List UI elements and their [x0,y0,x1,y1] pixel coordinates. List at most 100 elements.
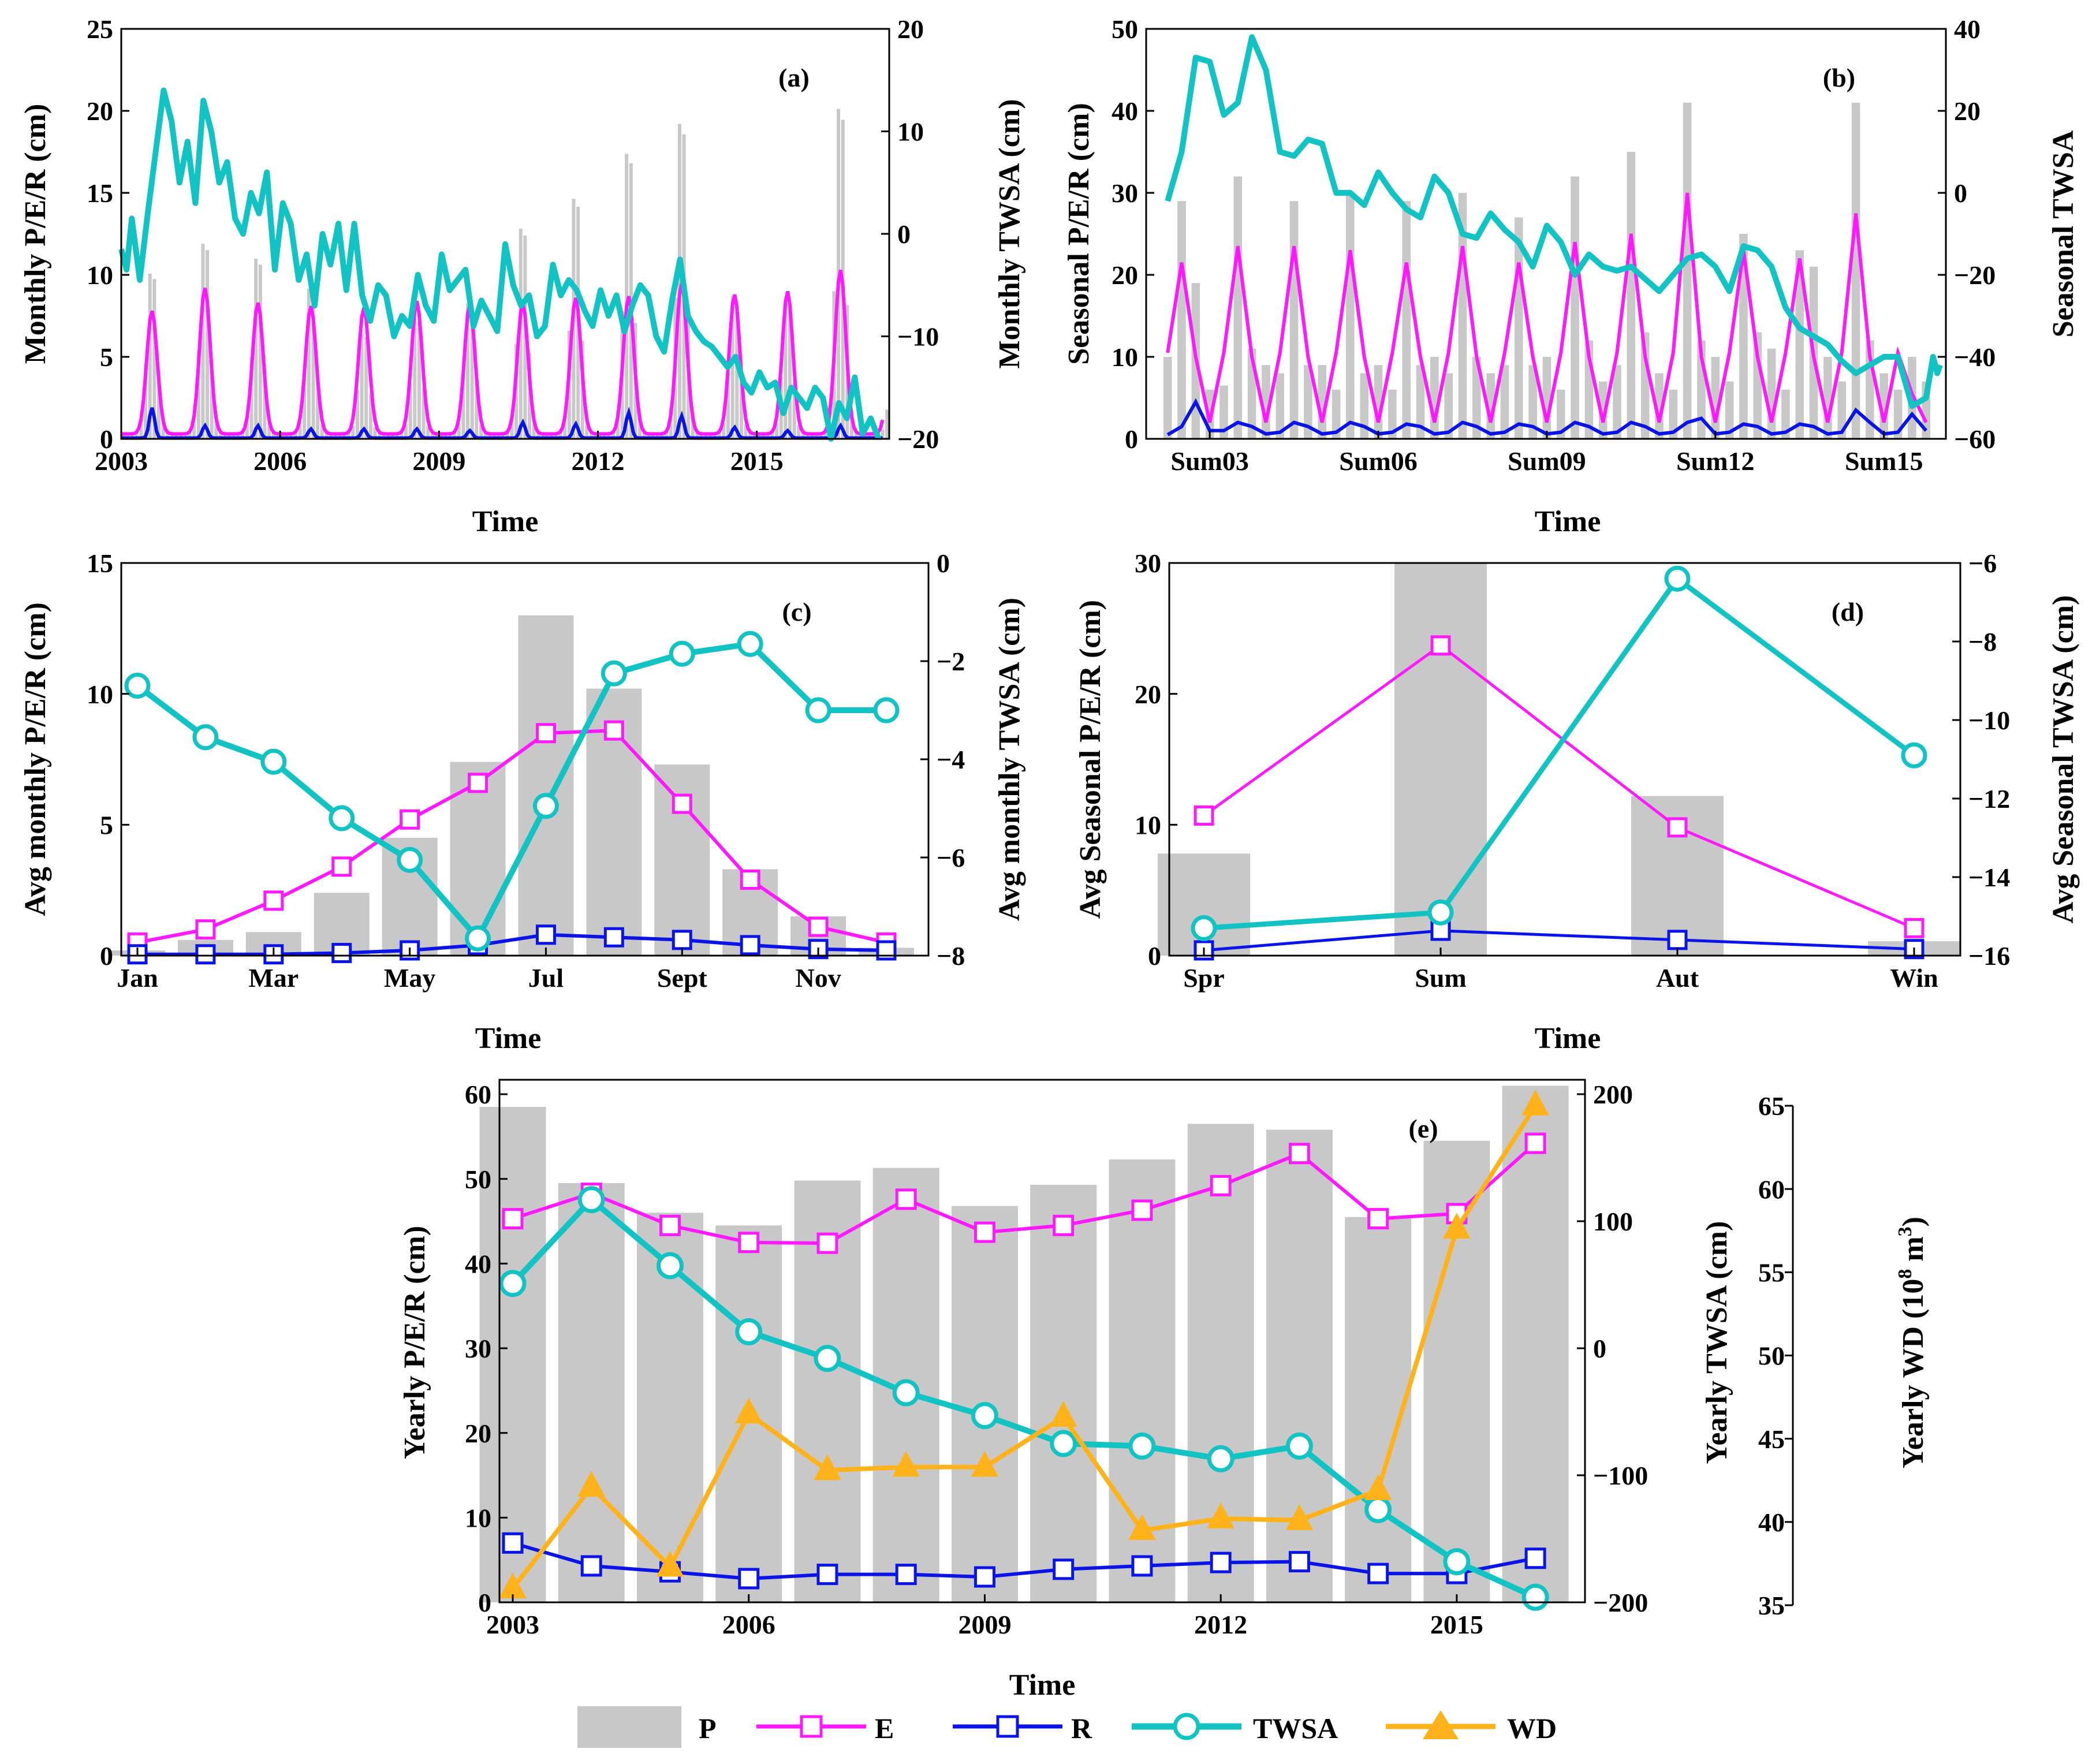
panel-a-p-bar [378,433,382,439]
panel-e-r-marker [816,1564,838,1586]
panel-b-xtick-label: Sum12 [1676,446,1754,476]
panel-c-xtick-label: Jan [117,963,158,993]
panel-c-r-line [137,933,887,956]
panel-c-xtick-label: May [384,963,435,993]
panel-c-r-marker [740,935,760,956]
panel-a-xtick-label: 2015 [730,446,784,476]
panel-a-xtick-label: 2009 [412,446,465,476]
panel-c-xtick-label: Sept [657,963,708,993]
panel-b-p-bar [1163,357,1172,439]
panel-a-p-bar [161,423,165,439]
panel-a-p-bar [271,432,275,439]
panel-a-p-bar [850,411,854,439]
panel-d-xtick-label: Win [1890,963,1938,993]
panel-c-xtick-label: Mar [248,963,299,993]
panel-c-twsa-marker [465,925,491,952]
legend-marker-R [953,1715,1062,1738]
panel-b-p-bar [1725,381,1734,439]
panel-a-xtick-label: 2003 [95,446,148,476]
panel-a-p-bar [664,432,668,439]
panel-e-y3label-end: ) [1897,1217,1930,1226]
panel-b-p-bar [1528,365,1537,439]
panel-a-y2tick-label: −20 [897,424,939,454]
panel-e-twsa-marker [1364,1496,1392,1523]
panel-e-y2tick-label: 200 [1593,1080,1633,1109]
panel-a-p-bar [730,296,734,439]
panel-b-p-bar [1571,176,1579,439]
panel-d-tag: (d) [1832,597,1864,626]
panel-d-twsa-marker [1664,565,1691,592]
panel-a-y2tick-label: −10 [897,322,939,352]
panel-e-twsa-marker [814,1345,841,1373]
panel-a-tag: (a) [778,63,810,92]
panel-e-e-marker [1053,1214,1075,1236]
panel-b-p-bar [1627,152,1636,439]
panel-c-y2label: Avg monthly TWSA (cm) [993,598,1026,921]
panel-a-p-bar [642,432,646,439]
panel-a-p-bar [404,424,408,439]
panel-a-p-bar [823,431,827,439]
panel-e-e-marker [1210,1174,1232,1196]
panel-e-y3label-main: Yearly WD (10 [1897,1279,1930,1468]
panel-b-p-bar [1360,373,1368,439]
panel-b-p-bar [1486,373,1495,439]
panel-e-twsa-marker [1050,1430,1077,1457]
panel-a-p-bar [801,433,805,439]
panel-c-twsa-marker [805,697,831,723]
legend-marker-E [756,1715,866,1738]
panel-a-p-bar [267,422,271,439]
panel-a-p-bar [563,415,567,439]
panel-a-p-bar [739,379,743,439]
panel-e-y3tick-label: 35 [1758,1591,1785,1620]
legend-marker-TWSA [1132,1713,1241,1740]
panel-d-ylabel: Avg Seasonal P/E/R (cm) [1074,600,1107,919]
panel-d-y2tick-label: −16 [1968,941,2010,971]
panel-a-p-bar [293,432,297,439]
panel-a-p-bar [466,303,470,439]
panel-e-tag: (e) [1408,1114,1438,1143]
panel-a-p-bar [744,424,748,439]
panel-e-twsa-marker [892,1379,920,1407]
panel-e-y2tick-label: −200 [1593,1588,1648,1617]
panel-e-wd-marker [1364,1474,1392,1500]
panel-e: 0 10 20 30 40 50 60 −200 −100 0 100 200 35 40 45 50 55 60… [398,1079,1930,1702]
panel-b-ytick-label: 10 [1112,342,1138,372]
panel-e-wd-marker [892,1450,920,1477]
panel-c-twsa-marker [737,631,763,657]
panel-e-ytick-label: 40 [465,1249,491,1278]
legend-marker-WD [1386,1710,1495,1739]
panel-b-ytick-label: 50 [1112,14,1138,44]
panel-e-twsa-marker [499,1270,527,1297]
panel-d-ytick-label: 0 [1148,941,1161,971]
panel-a-p-bar [457,423,461,439]
panel-c-r-marker [127,944,148,965]
panel-e-y2tick-label: 0 [1593,1334,1606,1363]
panel-a-p-bar [717,432,721,439]
panel-d-r-marker [1667,930,1688,950]
panel-b-p-bar [1304,365,1312,439]
panel-e-xtick-label: 2012 [1194,1610,1247,1639]
panel-c-p-bar [654,764,710,956]
panel-b-p-bar [1598,381,1608,439]
panel-b-xtick-label: Sum09 [1508,446,1586,476]
panel-a-p-bar [325,433,329,439]
panel-e-r-marker [580,1555,602,1577]
panel-a-p-bar [156,370,161,439]
panel-b-p-bar [1219,385,1228,439]
panel-e-twsa-marker [577,1186,605,1214]
panel-e-p-bar [479,1107,546,1602]
panel-c-tag: (c) [782,597,811,626]
panel-e-ytick-label: 30 [465,1334,491,1363]
panel-a-p-bar [139,420,143,439]
panel-c-y2tick-label: −2 [937,647,965,676]
panel-c-twsa-marker [124,673,151,699]
panel-e-y3label-sup1: 8 [1894,1269,1916,1279]
panel-e-y2tick-label: −100 [1593,1461,1648,1490]
panel-a-p-bar [206,250,210,439]
panel-b-p-bar [1893,389,1903,439]
panel-c-e-marker [331,856,352,877]
panel-a-p-bar [263,364,267,439]
panel-a-frame [120,28,890,440]
panel-a-p-bar [214,420,218,439]
panel-b-p-bar [1402,201,1411,439]
